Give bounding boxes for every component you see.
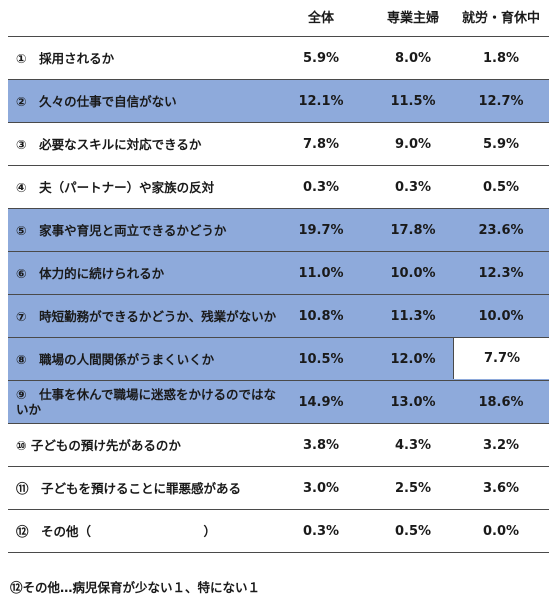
row-label: ② 久々の仕事で自信がない [16, 93, 177, 109]
row-label: ⑥ 体力的に続けられるか [16, 265, 165, 281]
value-housewife: 0.3% [394, 179, 432, 195]
value-total: 12.1% [298, 93, 344, 109]
table-row: ⑪ 子どもを預けることに罪悪感がある 3.0% 2.5% 3.6% [8, 467, 549, 510]
row-label: ⑦ 時短勤務ができるかどうか、残業がないか [16, 308, 277, 324]
value-total: 11.0% [298, 265, 344, 281]
table-row: ⑩ 子どもの預け先があるのか 3.8% 4.3% 3.2% [8, 424, 549, 467]
value-total: 5.9% [302, 50, 340, 66]
table-header: 全体 専業主婦 就労・育休中 [8, 0, 549, 37]
row-label: ⑩ 子どもの預け先があるのか [16, 437, 181, 453]
value-housewife: 11.5% [390, 93, 436, 109]
value-working: 3.2% [482, 437, 520, 453]
row-label: ⑨ 仕事を休んで職場に迷惑をかけるのではないか [16, 387, 276, 417]
header-working: 就労・育休中 [461, 11, 540, 26]
value-housewife: 17.8% [390, 222, 436, 238]
value-working: 7.7% [453, 338, 550, 379]
value-working: 12.3% [478, 265, 524, 281]
value-housewife: 10.0% [390, 265, 436, 281]
value-working: 23.6% [478, 222, 524, 238]
value-working: 5.9% [482, 136, 520, 152]
value-working: 12.7% [478, 93, 524, 109]
table-row: ① 採用されるか 5.9% 8.0% 1.8% [8, 37, 549, 80]
table-row: ⑧ 職場の人間関係がうまくいくか 10.5% 12.0% 7.7% [8, 338, 550, 381]
table-row: ② 久々の仕事で自信がない 12.1% 11.5% 12.7% [8, 80, 549, 123]
value-working: 1.8% [482, 50, 520, 66]
value-housewife: 8.0% [394, 50, 432, 66]
header-total: 全体 [307, 11, 334, 26]
table-row: ⑥ 体力的に続けられるか 11.0% 10.0% 12.3% [8, 252, 549, 295]
table-row: ⑦ 時短勤務ができるかどうか、残業がないか 10.8% 11.3% 10.0% [8, 295, 549, 338]
value-total: 10.8% [298, 308, 344, 324]
row-label: ③ 必要なスキルに対応できるか [16, 136, 202, 152]
value-housewife: 4.3% [394, 437, 432, 453]
row-label: ⑫ その他（ ） [16, 523, 217, 539]
value-working: 18.6% [478, 394, 524, 410]
value-working: 0.5% [482, 179, 520, 195]
value-working: 0.0% [482, 523, 520, 539]
row-label: ④ 夫（パートナー）や家族の反対 [16, 179, 215, 195]
value-total: 19.7% [298, 222, 344, 238]
footnote: ⑫その他…病児保育が少ない１、特にない１ [10, 580, 261, 595]
value-total: 0.3% [302, 179, 340, 195]
value-working: 10.0% [478, 308, 524, 324]
value-working: 3.6% [482, 480, 520, 496]
value-housewife: 9.0% [394, 136, 432, 152]
value-total: 14.9% [298, 394, 344, 410]
table-row: ⑫ その他（ ） 0.3% 0.5% 0.0% [8, 510, 549, 553]
table-row: ③ 必要なスキルに対応できるか 7.8% 9.0% 5.9% [8, 123, 549, 166]
value-housewife: 0.5% [394, 523, 432, 539]
row-label: ⑪ 子どもを預けることに罪悪感がある [16, 480, 242, 496]
value-housewife: 11.3% [390, 308, 436, 324]
value-total: 10.5% [298, 351, 344, 367]
value-housewife: 12.0% [390, 351, 436, 367]
header-housewife: 専業主婦 [386, 11, 439, 26]
row-label: ⑧ 職場の人間関係がうまくいくか [16, 351, 215, 367]
row-label: ① 採用されるか [16, 50, 115, 66]
table-row: ⑤ 家事や育児と両立できるかどうか 19.7% 17.8% 23.6% [8, 209, 549, 252]
value-total: 3.8% [302, 437, 340, 453]
value-total: 0.3% [302, 523, 340, 539]
row-label: ⑤ 家事や育児と両立できるかどうか [16, 222, 227, 238]
value-housewife: 13.0% [390, 394, 436, 410]
value-total: 3.0% [302, 480, 340, 496]
table-row: ⑨ 仕事を休んで職場に迷惑をかけるのではないか 14.9% 13.0% 18.6… [8, 381, 549, 424]
table-row: ④ 夫（パートナー）や家族の反対 0.3% 0.3% 0.5% [8, 166, 549, 209]
value-total: 7.8% [302, 136, 340, 152]
value-housewife: 2.5% [394, 480, 432, 496]
survey-table: 全体 専業主婦 就労・育休中 ① 採用されるか 5.9% 8.0% 1.8% ②… [8, 0, 550, 553]
